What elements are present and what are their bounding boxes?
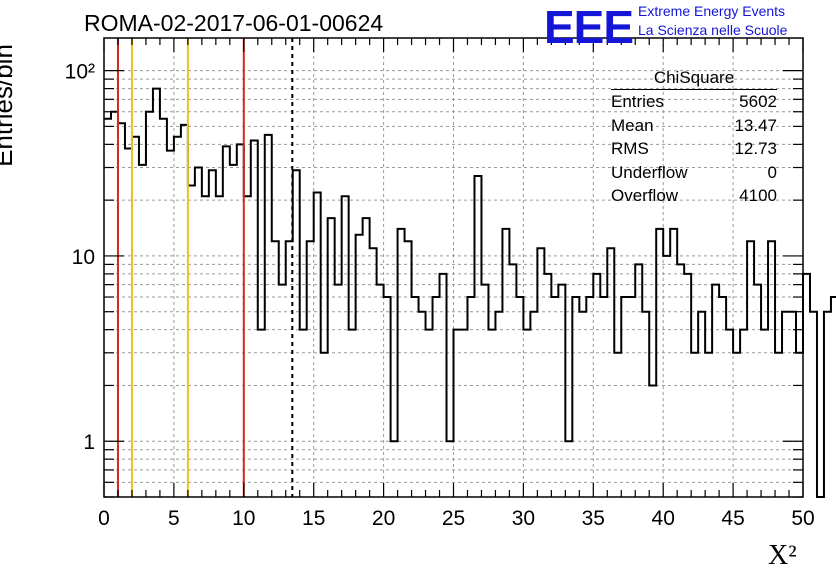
stats-row-mean: Mean 13.47 [611, 116, 777, 140]
stats-value: 12.73 [734, 139, 777, 158]
y-tick-label: 1 [83, 431, 95, 454]
stats-row-entries: Entries 5602 [611, 92, 777, 116]
x-tick-label: 35 [582, 507, 605, 530]
eee-logo: EEE [544, 1, 634, 53]
stats-label: Overflow [611, 186, 679, 205]
y-tick-label: 10 [72, 246, 95, 269]
x-tick-label: 30 [512, 507, 535, 530]
y-tick-label: 10² [65, 61, 95, 84]
x-axis-label: X² [768, 540, 797, 572]
x-tick-label: 15 [302, 507, 325, 530]
x-tick-label: 45 [721, 507, 744, 530]
stats-label: Entries [611, 92, 664, 111]
x-tick-label: 25 [442, 507, 465, 530]
stats-value: 4100 [739, 186, 777, 205]
stats-value: 13.47 [734, 115, 777, 135]
x-axis-label-text: X² [768, 540, 797, 571]
stats-label: Mean [611, 115, 654, 135]
x-tick-label: 50 [791, 507, 814, 530]
stats-row-underflow: Underflow 0 [611, 163, 777, 187]
stats-box-title: ChiSquare [611, 68, 777, 90]
logo-line-1: Extreme Energy Events [638, 3, 786, 19]
stats-value: 5602 [739, 92, 777, 111]
stats-row-rms: RMS 12.73 [611, 139, 777, 163]
y-axis-label: Entries/bin [0, 44, 18, 167]
x-tick-label: 0 [98, 507, 110, 530]
stats-value: 0 [767, 162, 777, 182]
stats-row-overflow: Overflow 4100 [611, 186, 777, 210]
logo-line-2: La Scienza nelle Scuole [638, 22, 788, 38]
histogram-line [104, 87, 836, 498]
stats-label: RMS [611, 139, 649, 158]
page-title: ROMA-02-2017-06-01-00624 [84, 10, 384, 36]
x-tick-label: 20 [372, 507, 395, 530]
x-tick-label: 40 [652, 507, 675, 530]
x-tick-label: 5 [168, 507, 180, 530]
stats-label: Underflow [611, 162, 688, 182]
x-tick-label: 10 [232, 507, 255, 530]
stats-box: ChiSquare Entries 5602 Mean 13.47 RMS 12… [611, 68, 777, 210]
